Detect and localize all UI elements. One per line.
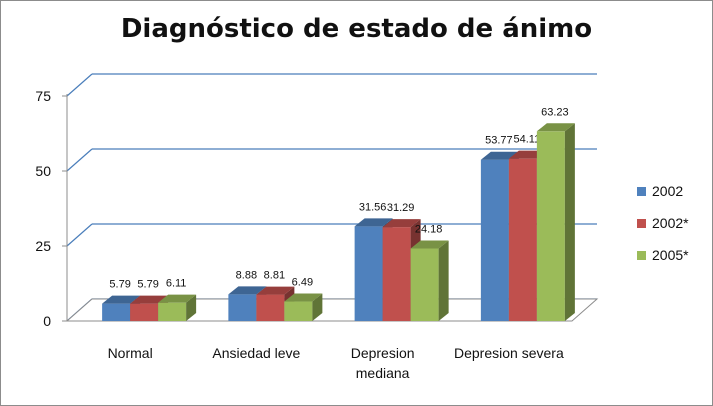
data-label: 53.77: [485, 135, 513, 147]
legend-swatch: [637, 187, 646, 196]
data-label: 24.18: [415, 223, 443, 235]
legend-item: 2002*: [637, 215, 689, 231]
chart-title: Diagnóstico de estado de ánimo: [120, 14, 593, 44]
legend-swatch: [637, 251, 646, 260]
data-label: 8.88: [236, 269, 257, 281]
data-label: 6.11: [166, 278, 187, 290]
data-label: 5.79: [109, 279, 130, 291]
bar-2005-star-3: [536, 123, 575, 321]
data-label: 5.79: [137, 279, 158, 291]
bar-2005-star-0: [158, 294, 197, 321]
legend-label: 2002: [652, 183, 683, 199]
y-tick-label: 0: [43, 313, 51, 329]
category-label: Depresion severa: [454, 345, 564, 361]
data-label: 31.29: [387, 202, 415, 214]
gridline-depth: [66, 223, 93, 247]
data-label: 8.81: [264, 270, 285, 282]
category-label: Depresion mediana: [351, 345, 415, 381]
category-label: Ansiedad leve: [212, 345, 300, 361]
data-label: 31.56: [359, 201, 387, 213]
gridline-depth: [66, 148, 93, 172]
y-tick-label: 25: [35, 238, 51, 254]
data-label: 6.49: [292, 277, 313, 289]
y-tick-label: 75: [35, 88, 51, 104]
legend-label: 2005*: [652, 247, 689, 263]
data-label: 63.23: [541, 106, 569, 118]
legend-label: 2002*: [652, 215, 689, 231]
data-label: 54.11: [514, 134, 541, 146]
legend-item: 2005*: [637, 247, 689, 263]
legend-item: 2002: [637, 183, 683, 199]
bar-2005-star-2: [410, 240, 449, 321]
bar-2005-star-1: [284, 293, 323, 321]
y-tick-label: 50: [35, 163, 51, 179]
gridline-depth: [66, 73, 93, 97]
legend-swatch: [637, 219, 646, 228]
category-label: Normal: [108, 345, 153, 361]
